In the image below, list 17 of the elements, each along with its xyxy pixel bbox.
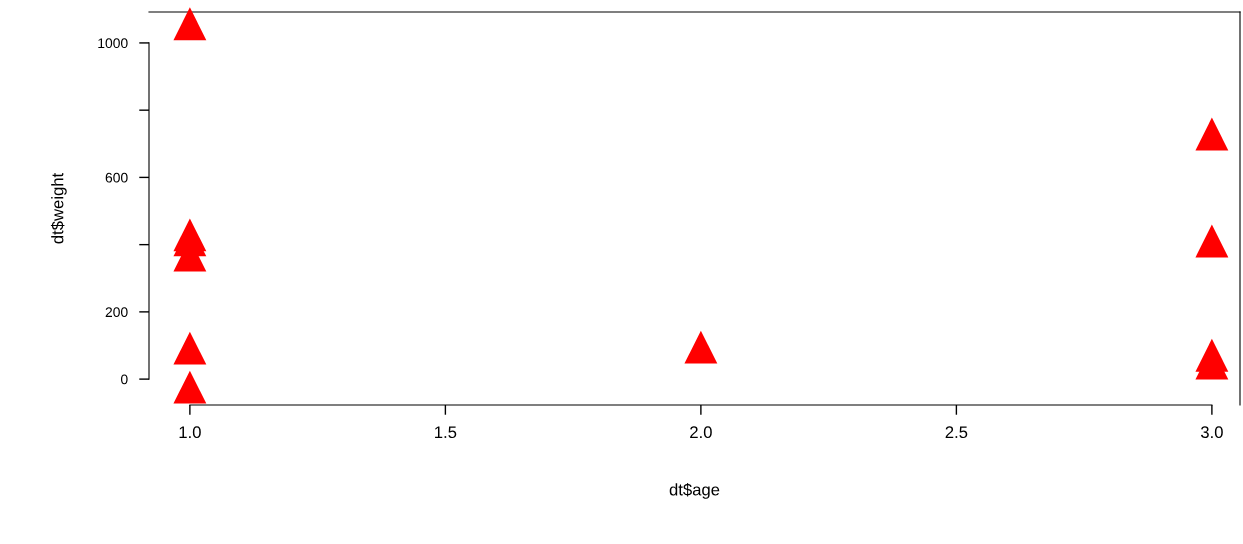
point (1195, 117, 1229, 151)
x-tick-label: 1.0 (179, 426, 201, 439)
y-tick-label: 200 (105, 307, 128, 318)
x-tick-label: 2.0 (690, 426, 712, 439)
x-axis-title: dt$age (669, 483, 720, 499)
point (173, 370, 207, 404)
x-tick-label: 1.5 (435, 426, 457, 439)
point (684, 330, 718, 364)
point (173, 7, 207, 41)
x-tick-label: 2.5 (945, 426, 968, 439)
point (1195, 224, 1229, 258)
point (173, 331, 207, 365)
y-axis-title: dt$weight (50, 172, 67, 244)
y-tick-label: 0 (120, 374, 128, 385)
y-tick-label: 600 (105, 172, 128, 183)
x-tick-label: 3.0 (1200, 426, 1223, 439)
y-tick-label: 1000 (98, 38, 128, 49)
